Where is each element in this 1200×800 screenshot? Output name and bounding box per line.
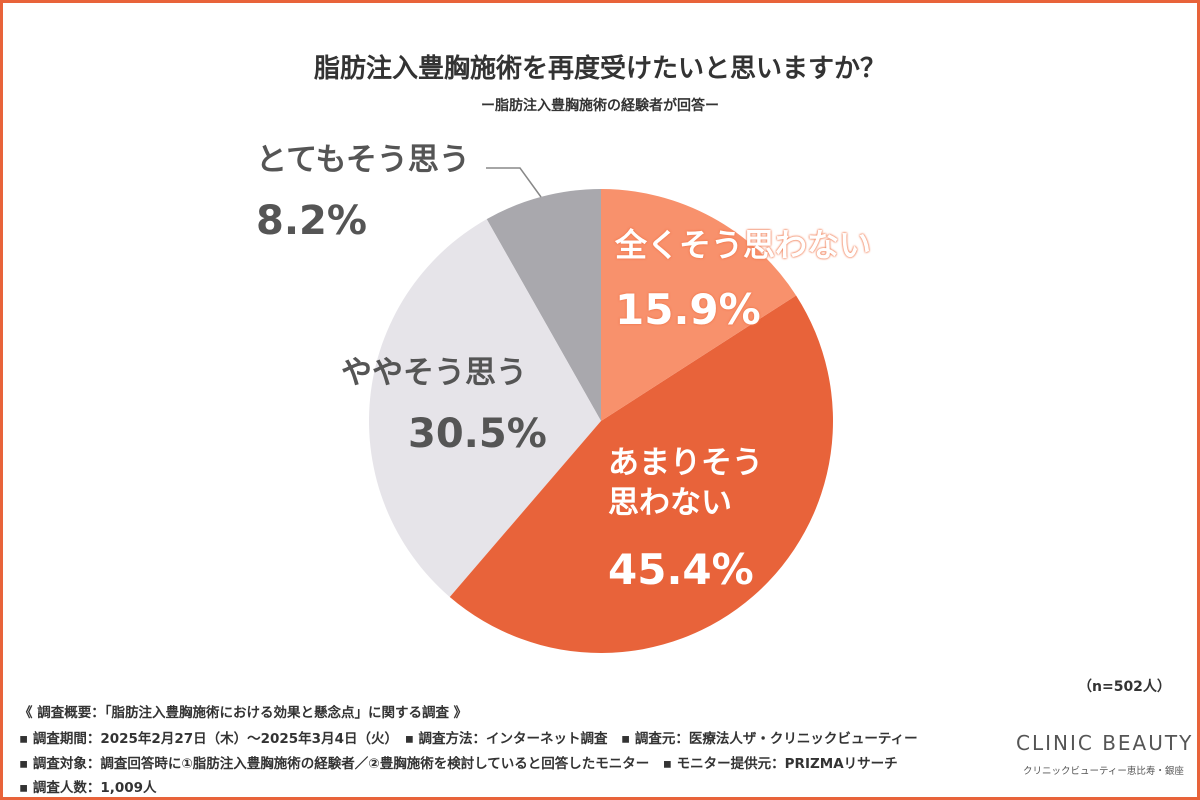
pie-slice bbox=[486, 189, 601, 421]
value-label: 30.5% bbox=[408, 411, 547, 457]
footer-line: 《 調査概要：「脂肪注入豊胸施術における効果と懸念点」に関する調査 》 bbox=[19, 705, 468, 721]
chart-subtitle: ー脂肪注入豊胸施術の経験者が回答ー bbox=[481, 98, 719, 114]
value-label: 45.4% bbox=[608, 545, 754, 594]
slice-label: 全くそう思わない bbox=[615, 226, 872, 264]
logo-name: CLINIC BEAUTY bbox=[1016, 731, 1194, 755]
pie-slice bbox=[601, 189, 797, 421]
leader-line bbox=[486, 167, 542, 198]
value-label: 8.2% bbox=[256, 198, 367, 244]
logo-sub: クリニックビューティー恵比寿・銀座 bbox=[1023, 766, 1184, 777]
footer-line: ▪ 調査対象：調査回答時に①脂肪注入豊胸施術の経験者／②豊胸施術を検討していると… bbox=[19, 756, 898, 772]
footer-line: ▪ 調査期間：2025年2月27日（木）〜2025年3月4日（火） ▪ 調査方法… bbox=[19, 731, 918, 747]
slice-label: とてもそう思う bbox=[256, 142, 470, 178]
value-label: 15.9% bbox=[615, 285, 761, 334]
pie-slice bbox=[449, 295, 834, 654]
slice-label: ややそう思う bbox=[341, 355, 527, 391]
slice-label: あまりそう 思わない bbox=[608, 445, 763, 522]
pie-slice bbox=[369, 219, 601, 597]
footer-line: ▪ 調査人数：1,009人 bbox=[19, 780, 157, 796]
pie-chart bbox=[369, 167, 834, 654]
chart-title: 脂肪注入豊胸施術を再度受けたいと思いますか？ bbox=[313, 54, 886, 84]
sample-note: （n=502人） bbox=[1078, 679, 1171, 695]
